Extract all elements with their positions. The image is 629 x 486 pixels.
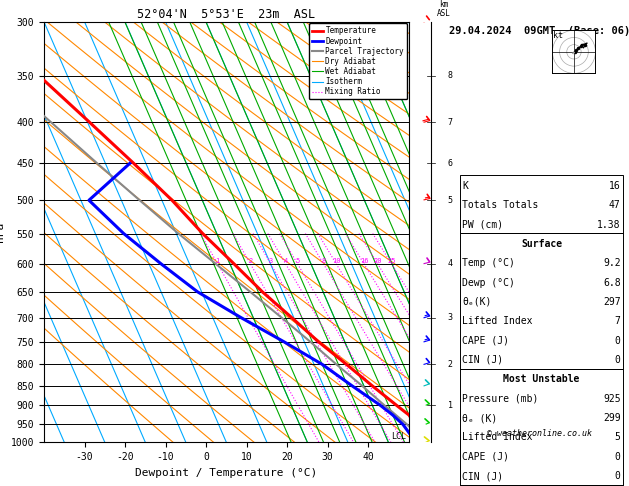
Text: Totals Totals: Totals Totals — [462, 200, 538, 210]
Text: Lifted Index: Lifted Index — [462, 316, 533, 326]
Text: 2: 2 — [248, 258, 253, 264]
Text: Pressure (mb): Pressure (mb) — [462, 394, 538, 404]
Text: 6.8: 6.8 — [603, 278, 621, 288]
Text: 297: 297 — [603, 297, 621, 307]
Text: CAPE (J): CAPE (J) — [462, 336, 509, 346]
Text: 4: 4 — [448, 260, 453, 268]
Text: 20: 20 — [374, 258, 382, 264]
Text: 1: 1 — [448, 401, 453, 410]
Text: Dewp (°C): Dewp (°C) — [462, 278, 515, 288]
Text: km
ASL: km ASL — [437, 0, 450, 17]
Text: θₑ (K): θₑ (K) — [462, 413, 498, 423]
Text: 0: 0 — [615, 336, 621, 346]
Text: CIN (J): CIN (J) — [462, 355, 503, 365]
Bar — [460, 369, 623, 485]
Bar — [460, 233, 623, 369]
Text: kt: kt — [553, 31, 563, 40]
Text: 5: 5 — [448, 196, 453, 205]
Text: 7: 7 — [448, 118, 453, 127]
Text: 8: 8 — [321, 258, 326, 264]
Text: 925: 925 — [603, 394, 621, 404]
Text: © weatheronline.co.uk: © weatheronline.co.uk — [487, 429, 592, 438]
Text: Temp (°C): Temp (°C) — [462, 258, 515, 268]
Text: 10: 10 — [332, 258, 340, 264]
Text: 29.04.2024  09GMT  (Base: 06): 29.04.2024 09GMT (Base: 06) — [448, 26, 629, 36]
Text: 7: 7 — [615, 316, 621, 326]
Text: LCL: LCL — [392, 433, 406, 441]
Text: CIN (J): CIN (J) — [462, 471, 503, 481]
Text: 299: 299 — [603, 413, 621, 423]
Title: 52°04'N  5°53'E  23m  ASL: 52°04'N 5°53'E 23m ASL — [137, 8, 315, 21]
Text: 2: 2 — [448, 360, 453, 369]
Bar — [460, 175, 623, 233]
Text: Lifted Index: Lifted Index — [462, 433, 533, 442]
Text: CAPE (J): CAPE (J) — [462, 451, 509, 462]
Text: 0: 0 — [615, 471, 621, 481]
Text: 8: 8 — [448, 71, 453, 80]
Text: 0: 0 — [615, 355, 621, 365]
X-axis label: Dewpoint / Temperature (°C): Dewpoint / Temperature (°C) — [135, 468, 318, 478]
Y-axis label: hPa: hPa — [0, 222, 5, 242]
Text: 16: 16 — [609, 181, 621, 191]
Text: 5: 5 — [296, 258, 299, 264]
Text: θₑ(K): θₑ(K) — [462, 297, 492, 307]
Text: Surface: Surface — [521, 239, 562, 249]
Text: 6: 6 — [448, 159, 453, 168]
Text: 3: 3 — [448, 313, 453, 322]
Bar — [460, 485, 623, 486]
Text: 1.38: 1.38 — [597, 220, 621, 229]
Text: 5: 5 — [615, 433, 621, 442]
Text: PW (cm): PW (cm) — [462, 220, 503, 229]
Text: 3: 3 — [269, 258, 273, 264]
Text: 25: 25 — [387, 258, 396, 264]
Text: K: K — [462, 181, 468, 191]
Text: 4: 4 — [284, 258, 288, 264]
Legend: Temperature, Dewpoint, Parcel Trajectory, Dry Adiabat, Wet Adiabat, Isotherm, Mi: Temperature, Dewpoint, Parcel Trajectory… — [309, 23, 407, 99]
Text: Most Unstable: Most Unstable — [503, 374, 580, 384]
Text: 0: 0 — [615, 451, 621, 462]
Text: 47: 47 — [609, 200, 621, 210]
Text: 1: 1 — [216, 258, 220, 264]
Text: 9.2: 9.2 — [603, 258, 621, 268]
Text: 16: 16 — [360, 258, 368, 264]
